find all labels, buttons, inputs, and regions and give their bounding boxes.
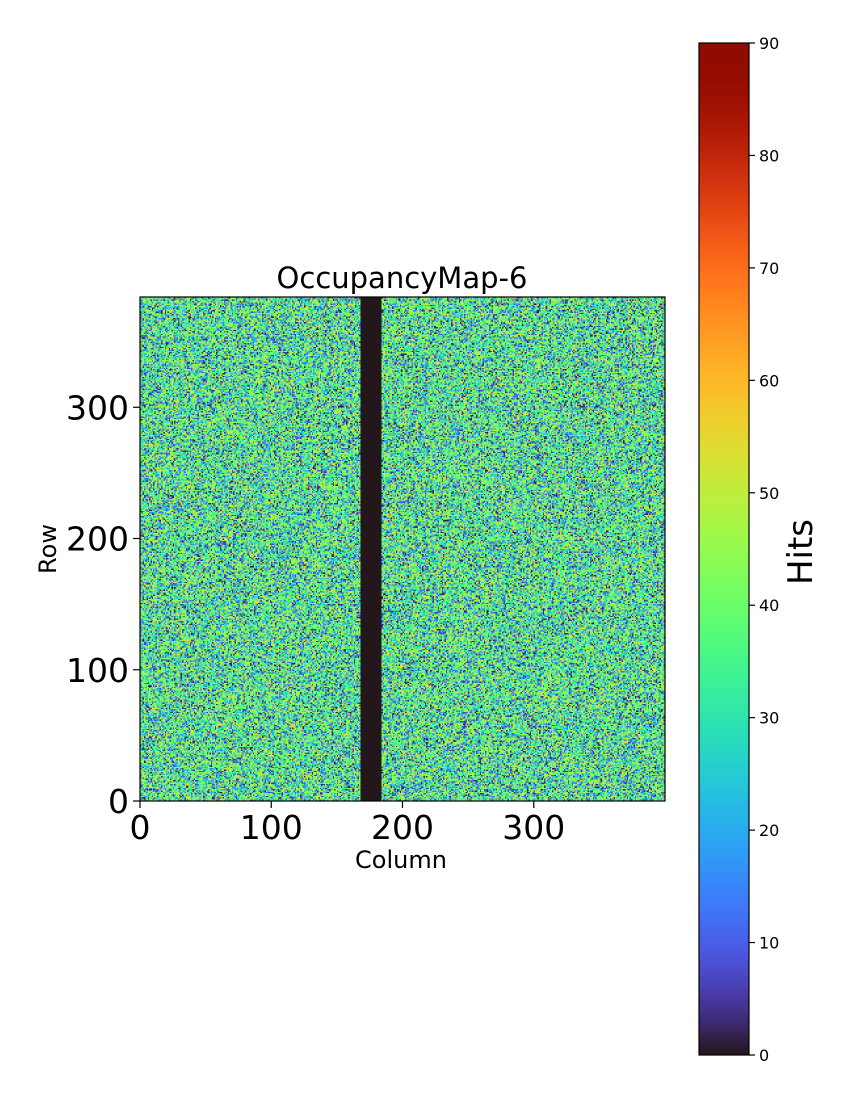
colorbar-tick-label: 40 [759,596,779,615]
x-axis-label: Column [355,846,447,874]
y-tick-label: 100 [66,651,129,690]
colorbar-ticks: 0 10 20 30 40 50 60 70 80 90 [749,34,779,1065]
plot-frame [139,296,666,802]
colorbar-tick-label: 20 [759,821,779,840]
heatmap-image [140,297,665,801]
x-tick-label: 200 [371,808,434,847]
x-tick-label: 0 [130,808,151,847]
colorbar-frame [698,42,750,1056]
chart-title: OccupancyMap-6 [277,261,528,295]
y-tick-label: 0 [108,782,129,821]
colorbar-tick-label: 80 [759,146,779,165]
x-tick-label: 300 [502,808,565,847]
colorbar-tick-label: 30 [759,709,779,728]
y-axis-label: Row [34,524,62,574]
x-tick-label: 100 [240,808,303,847]
colorbar-label: Hits [781,519,821,585]
colorbar-tick-label: 60 [759,371,779,390]
colorbar-tick-label: 50 [759,484,779,503]
colorbar-tick-label: 70 [759,259,779,278]
y-tick-label: 200 [66,520,129,559]
y-tick-label: 300 [66,388,129,427]
x-ticks: 0 100 200 300 [130,801,565,847]
colorbar-tick-label: 90 [759,34,779,53]
colorbar-tick-label: 0 [759,1046,769,1065]
colorbar-tick-label: 10 [759,934,779,953]
y-ticks: 0 100 200 300 [66,388,140,821]
colorbar-gradient [699,43,749,1055]
